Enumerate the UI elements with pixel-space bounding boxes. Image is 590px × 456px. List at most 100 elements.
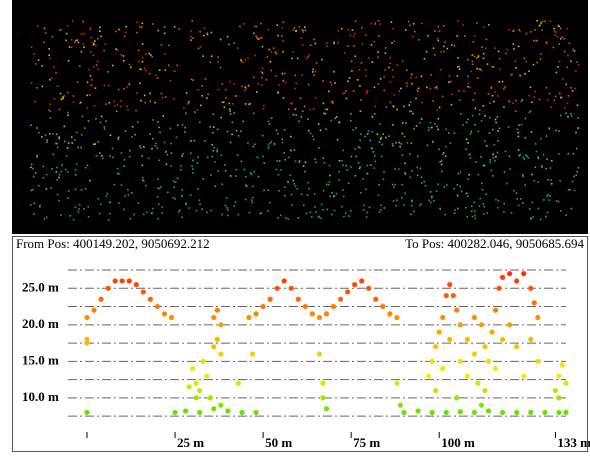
cloud-point xyxy=(49,110,51,113)
cloud-point xyxy=(549,167,552,169)
cloud-point xyxy=(141,56,144,59)
cloud-point xyxy=(557,200,560,203)
cloud-point xyxy=(506,182,508,185)
cloud-point xyxy=(485,193,487,195)
cloud-point xyxy=(457,20,459,22)
cloud-point xyxy=(540,22,542,24)
profile-point xyxy=(440,314,446,321)
cloud-point xyxy=(107,84,110,87)
cloud-point xyxy=(210,55,213,57)
cloud-point xyxy=(555,129,557,132)
profile-point xyxy=(105,285,111,291)
cloud-point xyxy=(43,27,46,30)
cloud-point xyxy=(503,202,505,205)
cloud-point xyxy=(197,188,199,190)
cloud-point xyxy=(150,212,153,215)
cloud-point xyxy=(357,146,360,148)
cloud-point xyxy=(192,37,194,39)
cloud-point xyxy=(473,55,476,58)
cloud-point xyxy=(360,133,362,135)
cloud-point xyxy=(439,208,441,210)
cloud-point xyxy=(244,89,246,92)
cloud-point xyxy=(306,194,309,196)
cloud-point xyxy=(366,89,369,92)
cloud-point xyxy=(163,141,166,144)
cloud-point xyxy=(253,112,255,115)
cloud-point xyxy=(247,142,249,144)
cloud-point xyxy=(74,188,77,191)
cloud-point xyxy=(78,102,81,104)
cloud-point xyxy=(248,211,251,214)
cloud-point xyxy=(529,217,532,219)
cloud-point xyxy=(380,155,383,158)
cloud-point xyxy=(458,68,461,70)
cloud-point xyxy=(443,50,445,53)
cloud-point xyxy=(269,60,272,63)
cloud-point xyxy=(259,37,261,40)
cloud-point xyxy=(266,56,269,58)
cloud-point xyxy=(45,173,48,176)
cloud-point xyxy=(308,54,310,56)
cloud-point xyxy=(157,187,159,189)
cloud-point xyxy=(361,26,363,29)
cloud-point xyxy=(546,211,549,214)
cloud-point xyxy=(162,115,164,117)
cloud-point xyxy=(440,163,443,166)
cloud-point xyxy=(309,211,312,214)
cloud-point xyxy=(236,47,239,49)
cloud-point xyxy=(367,130,370,132)
cloud-point xyxy=(123,60,125,62)
cloud-point xyxy=(291,204,293,206)
cloud-point xyxy=(180,169,182,171)
cloud-point xyxy=(196,162,199,164)
cloud-point xyxy=(468,173,470,176)
cloud-point xyxy=(236,154,239,156)
cloud-point xyxy=(364,135,366,138)
cloud-point xyxy=(519,30,521,32)
cloud-point xyxy=(558,130,560,132)
cloud-point xyxy=(457,207,459,210)
profile-point xyxy=(260,303,266,310)
cloud-point xyxy=(177,211,180,213)
cloud-point xyxy=(143,67,146,70)
profile-point xyxy=(475,380,481,386)
cloud-point xyxy=(535,150,538,153)
cloud-point xyxy=(299,97,302,99)
cloud-point xyxy=(514,60,517,62)
cloud-point xyxy=(511,73,513,76)
cloud-point xyxy=(226,130,229,133)
cloud-point xyxy=(158,159,160,162)
cloud-point xyxy=(305,212,308,215)
cloud-point xyxy=(418,204,421,207)
cloud-point xyxy=(395,141,397,144)
cloud-point xyxy=(65,39,67,42)
cloud-point xyxy=(517,149,520,151)
cloud-point xyxy=(115,110,118,112)
cloud-point xyxy=(131,136,133,138)
cloud-point xyxy=(270,51,273,53)
cloud-point xyxy=(389,56,391,59)
cloud-point xyxy=(326,208,328,211)
profile-point xyxy=(415,408,421,414)
profile-point xyxy=(193,380,199,386)
profile-point xyxy=(295,296,301,302)
cloud-point xyxy=(467,58,469,61)
cloud-point xyxy=(423,57,426,60)
cloud-point xyxy=(456,184,459,186)
cloud-point xyxy=(412,112,414,115)
cloud-point xyxy=(297,217,300,219)
cloud-point xyxy=(413,30,416,33)
cloud-point xyxy=(296,57,299,60)
cloud-point xyxy=(383,207,386,209)
x-tick-label: 75 m xyxy=(353,435,380,450)
cloud-point xyxy=(354,148,357,150)
profile-point xyxy=(471,351,478,357)
cloud-point xyxy=(416,89,419,91)
cloud-point xyxy=(30,204,32,206)
profile-point xyxy=(429,409,435,416)
cloud-point xyxy=(145,184,147,187)
cloud-point xyxy=(450,80,452,83)
cloud-point xyxy=(44,134,47,136)
cloud-point xyxy=(366,172,368,175)
cloud-point xyxy=(577,64,580,66)
